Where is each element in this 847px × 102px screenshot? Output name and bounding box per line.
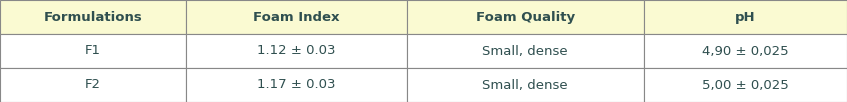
Text: Small, dense: Small, dense	[482, 79, 568, 91]
Bar	[0, 0, 186, 34]
Text: 5,00 ± 0,025: 5,00 ± 0,025	[702, 79, 789, 91]
Text: 4,90 ± 0,025: 4,90 ± 0,025	[702, 44, 789, 58]
Bar	[0, 68, 186, 102]
Text: Foam Quality: Foam Quality	[475, 11, 575, 23]
Bar	[644, 0, 847, 34]
Text: F2: F2	[86, 79, 101, 91]
Bar	[186, 68, 407, 102]
Text: Foam Index: Foam Index	[253, 11, 340, 23]
Bar	[0, 34, 186, 68]
Bar	[644, 68, 847, 102]
Text: 1.17 ± 0.03: 1.17 ± 0.03	[257, 79, 335, 91]
Bar	[644, 34, 847, 68]
Bar	[186, 34, 407, 68]
Bar	[407, 34, 644, 68]
Bar	[407, 0, 644, 34]
Text: Formulations: Formulations	[44, 11, 142, 23]
Bar	[407, 68, 644, 102]
Text: pH: pH	[735, 11, 756, 23]
Text: 1.12 ± 0.03: 1.12 ± 0.03	[257, 44, 335, 58]
Text: Small, dense: Small, dense	[482, 44, 568, 58]
Text: F1: F1	[86, 44, 101, 58]
Bar	[186, 0, 407, 34]
